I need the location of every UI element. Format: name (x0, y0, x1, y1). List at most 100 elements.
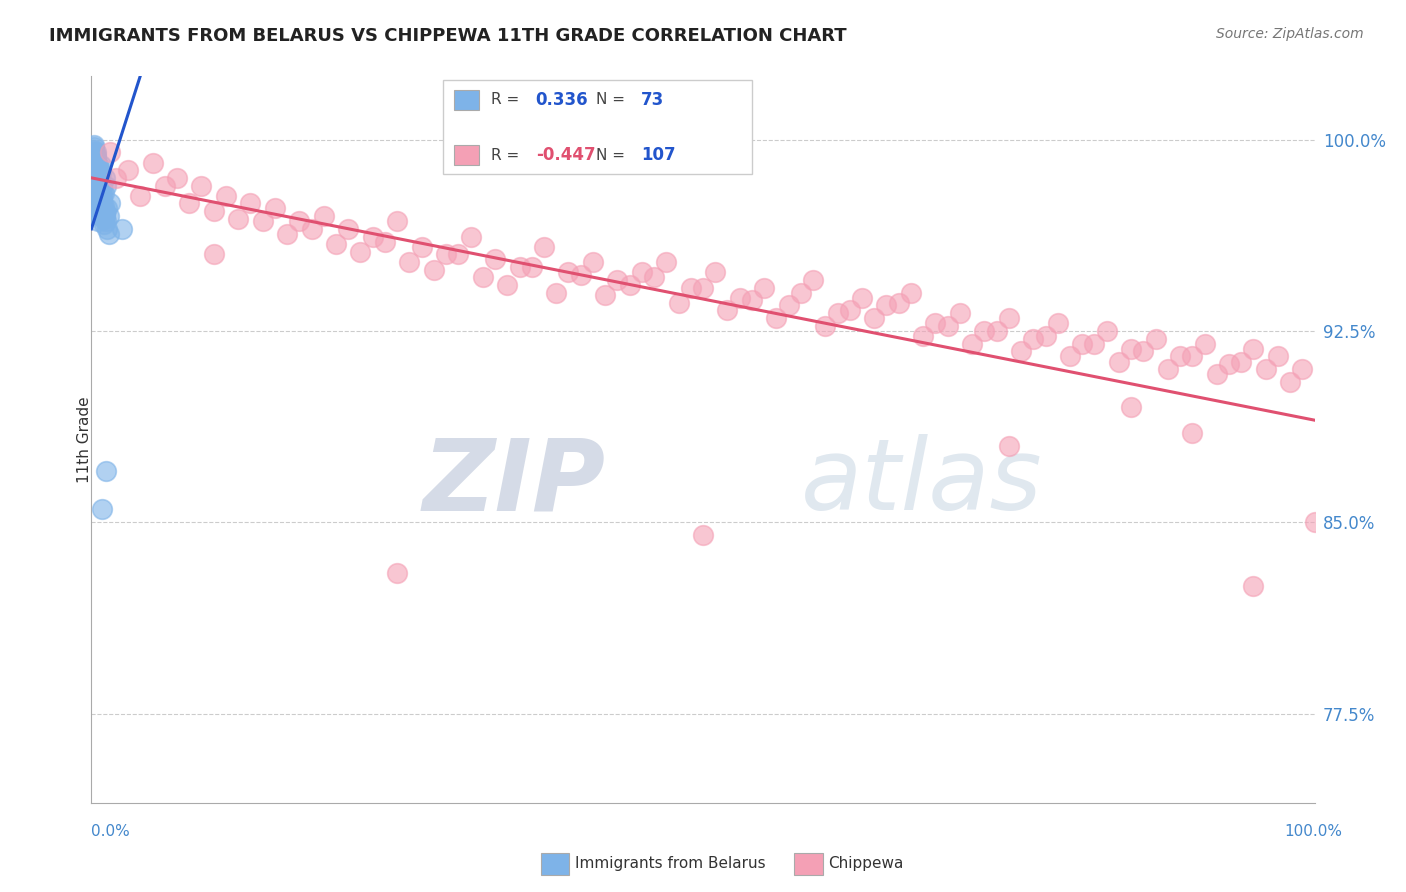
Point (190, 178, 212, 193)
Point (1243, 342, 1265, 356)
Point (692, 280, 714, 294)
Point (215, 188, 238, 202)
Point (94, 204, 117, 219)
Point (86, 173, 108, 187)
Point (91, 502, 114, 516)
Point (84, 153, 107, 167)
Text: N =: N = (596, 148, 626, 162)
Point (374, 235, 396, 249)
Point (90, 204, 112, 219)
Point (1181, 350, 1204, 364)
Point (960, 336, 983, 351)
Point (1083, 336, 1105, 351)
Point (91, 188, 114, 202)
Point (716, 303, 738, 318)
Point (87, 186, 110, 201)
Point (1291, 362, 1313, 376)
Point (98, 145, 121, 160)
Point (86, 169, 108, 183)
Point (83, 143, 105, 157)
Point (87, 170, 110, 185)
Point (288, 214, 311, 228)
Text: IMMIGRANTS FROM BELARUS VS CHIPPEWA 11TH GRADE CORRELATION CHART: IMMIGRANTS FROM BELARUS VS CHIPPEWA 11TH… (49, 27, 846, 45)
Point (1144, 332, 1167, 346)
Point (83, 137, 105, 152)
Point (117, 163, 139, 178)
Point (765, 311, 787, 326)
Point (84, 178, 107, 193)
Point (94, 214, 117, 228)
Point (239, 196, 262, 211)
Point (91, 202, 114, 216)
Point (411, 240, 433, 254)
Point (94, 206, 117, 220)
Point (91, 194, 114, 208)
Point (593, 288, 616, 302)
Point (83, 145, 105, 160)
Point (86, 170, 108, 185)
Point (91, 184, 114, 198)
Point (838, 303, 860, 318)
Point (606, 273, 628, 287)
Text: ZIP: ZIP (422, 434, 605, 532)
Point (86, 181, 108, 195)
Point (264, 202, 287, 216)
Point (337, 222, 360, 236)
Point (94, 178, 117, 193)
Point (1194, 336, 1216, 351)
Text: -0.447: -0.447 (536, 146, 595, 164)
Point (90, 191, 112, 205)
Point (912, 329, 935, 343)
Point (1254, 362, 1277, 376)
Point (89, 202, 111, 216)
Point (801, 273, 824, 287)
Point (423, 262, 446, 277)
Point (84, 145, 107, 160)
Point (84, 161, 107, 175)
Text: 100.0%: 100.0% (1285, 824, 1343, 838)
Point (166, 170, 188, 185)
Point (87, 196, 110, 211)
Point (471, 270, 494, 285)
Point (447, 247, 470, 261)
Point (385, 566, 409, 581)
Point (754, 280, 776, 294)
Point (84, 151, 107, 165)
Point (986, 324, 1008, 338)
Point (84, 206, 107, 220)
Point (96, 222, 118, 236)
Point (129, 188, 152, 202)
Point (84, 155, 107, 169)
Point (557, 265, 579, 279)
Point (1267, 350, 1289, 364)
Point (90, 158, 112, 172)
Point (692, 528, 714, 542)
Point (94, 209, 117, 223)
Point (863, 311, 886, 326)
Point (790, 285, 813, 300)
Text: atlas: atlas (801, 434, 1042, 532)
Point (361, 229, 384, 244)
Point (84, 151, 107, 165)
Point (93, 211, 115, 226)
Point (1071, 336, 1094, 351)
Point (349, 244, 371, 259)
Point (89, 169, 111, 183)
Point (93, 186, 115, 201)
Point (84, 169, 107, 183)
Point (98, 196, 121, 211)
Point (86, 188, 108, 202)
Point (631, 265, 654, 279)
Text: Immigrants from Belarus: Immigrants from Belarus (575, 856, 766, 871)
Point (87, 176, 110, 190)
Point (301, 222, 323, 236)
Point (86, 191, 108, 205)
Point (484, 252, 506, 267)
Point (90, 166, 112, 180)
Point (104, 170, 127, 185)
Point (887, 296, 910, 310)
Text: 107: 107 (641, 146, 676, 164)
Text: Source: ZipAtlas.com: Source: ZipAtlas.com (1216, 27, 1364, 41)
Point (679, 280, 702, 294)
Point (91, 178, 114, 193)
